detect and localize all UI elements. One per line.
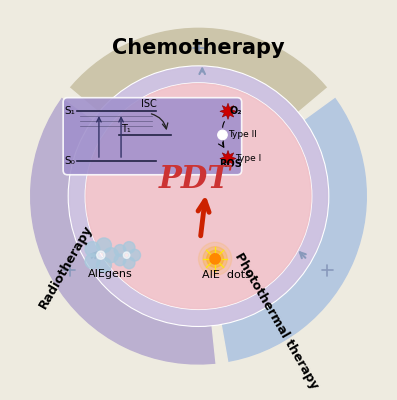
Polygon shape <box>220 103 236 120</box>
Text: ROS: ROS <box>219 159 242 169</box>
Circle shape <box>123 242 135 253</box>
Circle shape <box>96 251 105 259</box>
Circle shape <box>85 242 100 256</box>
Text: PDT: PDT <box>159 164 231 195</box>
Circle shape <box>68 66 329 326</box>
Circle shape <box>206 250 224 267</box>
Wedge shape <box>212 320 228 367</box>
Circle shape <box>218 130 227 140</box>
Circle shape <box>85 254 100 269</box>
Wedge shape <box>31 93 222 364</box>
Text: S₁: S₁ <box>64 106 75 116</box>
Wedge shape <box>66 28 331 117</box>
Text: Radiotherapy: Radiotherapy <box>37 222 96 311</box>
Circle shape <box>129 249 141 261</box>
Circle shape <box>85 83 312 309</box>
Circle shape <box>210 254 220 264</box>
Circle shape <box>123 257 135 269</box>
Circle shape <box>86 84 311 309</box>
Circle shape <box>123 252 130 258</box>
Wedge shape <box>216 93 366 362</box>
Text: Chemotherapy: Chemotherapy <box>112 38 285 58</box>
Text: O₂: O₂ <box>230 106 242 116</box>
Text: Type II: Type II <box>228 130 257 140</box>
Circle shape <box>114 244 126 256</box>
Wedge shape <box>295 86 337 122</box>
Text: AIE  dots: AIE dots <box>202 270 251 280</box>
Circle shape <box>96 258 112 272</box>
Circle shape <box>198 242 232 276</box>
Circle shape <box>203 247 227 271</box>
FancyBboxPatch shape <box>63 98 242 175</box>
Text: Photothermal therapy: Photothermal therapy <box>232 250 321 392</box>
Wedge shape <box>60 86 102 122</box>
Text: ISC: ISC <box>141 99 156 109</box>
Circle shape <box>96 238 112 253</box>
Text: AIEgens: AIEgens <box>89 268 133 278</box>
Polygon shape <box>220 150 236 167</box>
Circle shape <box>114 254 126 266</box>
Wedge shape <box>69 67 328 325</box>
Circle shape <box>104 248 119 262</box>
Text: T₁: T₁ <box>121 124 131 134</box>
Text: S₀: S₀ <box>64 156 75 166</box>
Text: Type I: Type I <box>235 154 261 163</box>
